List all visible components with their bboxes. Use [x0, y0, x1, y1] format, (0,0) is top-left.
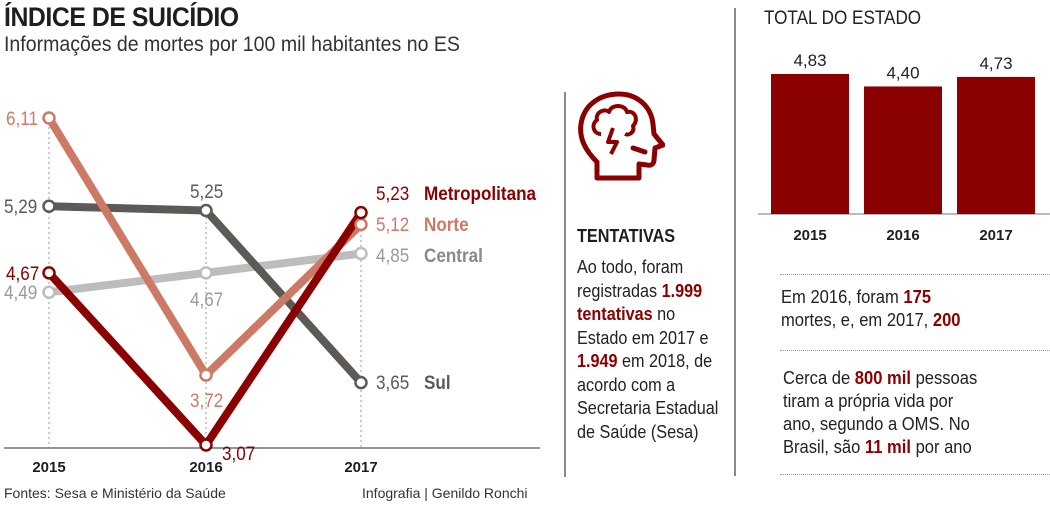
head-storm-icon	[575, 90, 666, 190]
text-span: mortes, e, em 2017,	[781, 310, 933, 330]
value-label: 5,29	[4, 196, 37, 217]
highlight-text: 800 mil	[854, 368, 911, 388]
text-span: tiram a própria vida por	[783, 391, 954, 411]
dotted-divider	[780, 474, 1050, 475]
data-point-sul	[354, 375, 368, 390]
bar-chart: 4,83 2015 4,40 2016 4,73 2017	[758, 51, 1050, 244]
data-point-central	[42, 285, 56, 300]
value-label: 5,23	[376, 183, 409, 204]
bar-value-label: 4,40	[886, 63, 919, 82]
source-note: Fontes: Sesa e Ministério da Saúde	[4, 485, 226, 501]
data-point-metropolitana	[42, 266, 56, 280]
text-span: no Estado em 2017 e	[577, 304, 709, 348]
dotted-divider	[780, 350, 1050, 351]
series-label-sul: Sul	[424, 372, 451, 393]
bar-2016	[864, 86, 942, 214]
value-label: 3,72	[190, 390, 223, 411]
value-label: 3,07	[222, 443, 255, 464]
x-tick-label: 2015	[32, 459, 65, 476]
divider-right	[734, 8, 736, 476]
note-oms-line: Cerca de 800 mil pessoas	[783, 367, 977, 390]
x-tick-label: 2016	[189, 459, 222, 476]
note-oms-line: Brasil, são 11 mil por ano	[783, 436, 977, 459]
series-label-central: Central	[424, 245, 483, 266]
data-point-central	[199, 266, 213, 280]
text-span: por ano	[910, 437, 972, 457]
bar-category-label: 2017	[979, 227, 1012, 244]
highlight-text: 1.949	[577, 351, 618, 371]
bar-value-label: 4,73	[979, 54, 1012, 73]
tentativas-text: Ao todo, foram registradas 1.999 tentati…	[577, 256, 721, 444]
series-label-metropolitana: Metropolitana	[424, 183, 537, 204]
value-label: 5,12	[376, 214, 409, 235]
bar-category-label: 2015	[793, 227, 826, 244]
text-span: Ao todo, foram registradas	[577, 257, 684, 301]
highlight-text: 175	[903, 287, 932, 307]
highlight-text: 11 mil	[864, 437, 911, 457]
value-label: 6,11	[6, 108, 38, 129]
chart-subtitle: Informações de mortes por 100 mil habita…	[4, 33, 460, 56]
note-oms-line: ano, segundo a OMS. No	[783, 413, 977, 436]
value-label: 4,67	[190, 289, 223, 310]
note-deaths-line: Em 2016, foram 175	[781, 286, 961, 309]
divider-left	[564, 92, 566, 477]
data-point-norte	[199, 368, 213, 382]
text-span: Brasil, são	[783, 437, 865, 457]
bar-chart-title: TOTAL DO ESTADO	[764, 8, 922, 29]
value-label: 5,25	[190, 181, 223, 202]
bar-2017	[957, 76, 1035, 214]
text-span: ano, segundo a OMS. No	[783, 414, 970, 434]
data-point-norte	[354, 217, 368, 232]
value-label: 3,65	[376, 372, 409, 393]
note-oms-line: tiram a própria vida por	[783, 390, 977, 413]
x-tick-label: 2017	[344, 459, 377, 476]
value-label: 4,67	[6, 263, 39, 284]
text-span: pessoas	[910, 368, 978, 388]
value-label: 4,85	[376, 245, 409, 266]
credit-note: Infografia | Genildo Ronchi	[362, 485, 528, 501]
data-point-metropolitana	[199, 438, 213, 452]
note-deaths: Em 2016, foram 175 mortes, e, em 2017, 2…	[781, 286, 976, 332]
data-point-central	[354, 246, 368, 261]
bar-value-label: 4,83	[793, 51, 826, 70]
dotted-divider	[780, 274, 1050, 275]
note-deaths-line: mortes, e, em 2017, 200	[781, 309, 961, 332]
chart-title: ÍNDICE DE SUICÍDIO	[4, 2, 239, 32]
value-label: 4,49	[4, 282, 37, 303]
bar-2015	[771, 74, 849, 214]
data-point-sul	[42, 199, 56, 213]
highlight-text: 1.999 tentativas	[577, 280, 703, 325]
series-label-norte: Norte	[424, 214, 469, 235]
note-oms: Cerca de 800 mil pessoas tiram a própria …	[783, 367, 994, 459]
line-chart: 4,67 3,07 5,23 Metropolitana 6,11 3,72 5,12 Nor…	[4, 108, 540, 476]
text-span: em 2018, de acordo com a Secretaria Esta…	[577, 351, 719, 442]
data-point-norte	[42, 111, 56, 125]
data-point-metropolitana	[354, 205, 368, 220]
text-span: Em 2016, foram	[781, 287, 904, 307]
data-point-sul	[199, 203, 213, 218]
bar-category-label: 2016	[886, 227, 919, 244]
tentativas-title: TENTATIVAS	[577, 226, 676, 246]
highlight-text: 200	[932, 310, 961, 330]
text-span: Cerca de	[783, 368, 855, 388]
